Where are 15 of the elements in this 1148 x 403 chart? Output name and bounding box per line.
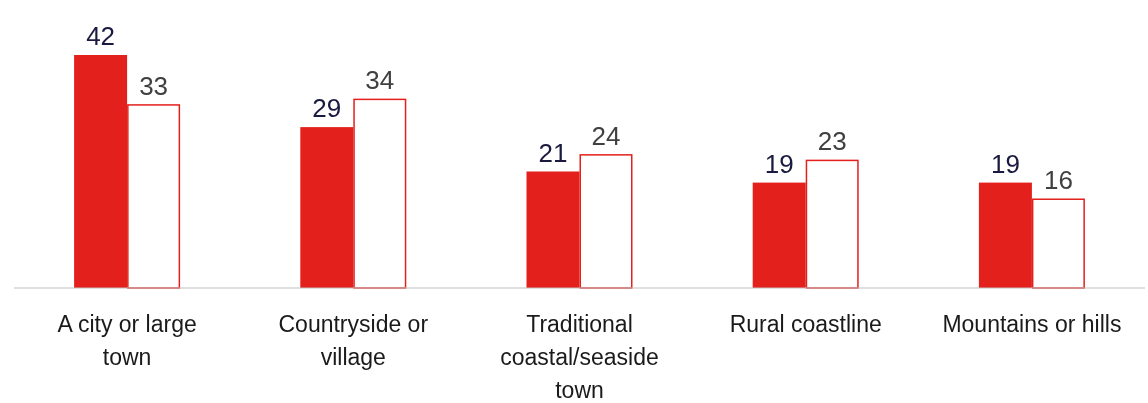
x-tick-label: A city or large town (57, 311, 197, 370)
data-label: 19 (990, 148, 1020, 179)
data-label: 19 (764, 148, 794, 179)
data-label: 42 (86, 21, 116, 51)
data-label: 34 (365, 65, 395, 96)
x-tick-label: Traditional coastal/seaside town (500, 311, 659, 403)
data-label: 21 (538, 137, 568, 168)
data-label: 23 (817, 126, 847, 157)
data-label: 24 (591, 120, 621, 151)
data-label: 29 (312, 93, 342, 124)
x-tick-label: Countryside or village (278, 311, 429, 370)
data-label: 16 (1043, 165, 1073, 196)
data-label: 33 (139, 70, 169, 101)
x-tick-label: Mountains or hills (942, 311, 1122, 337)
x-tick-label: Rural coastline (729, 311, 882, 337)
